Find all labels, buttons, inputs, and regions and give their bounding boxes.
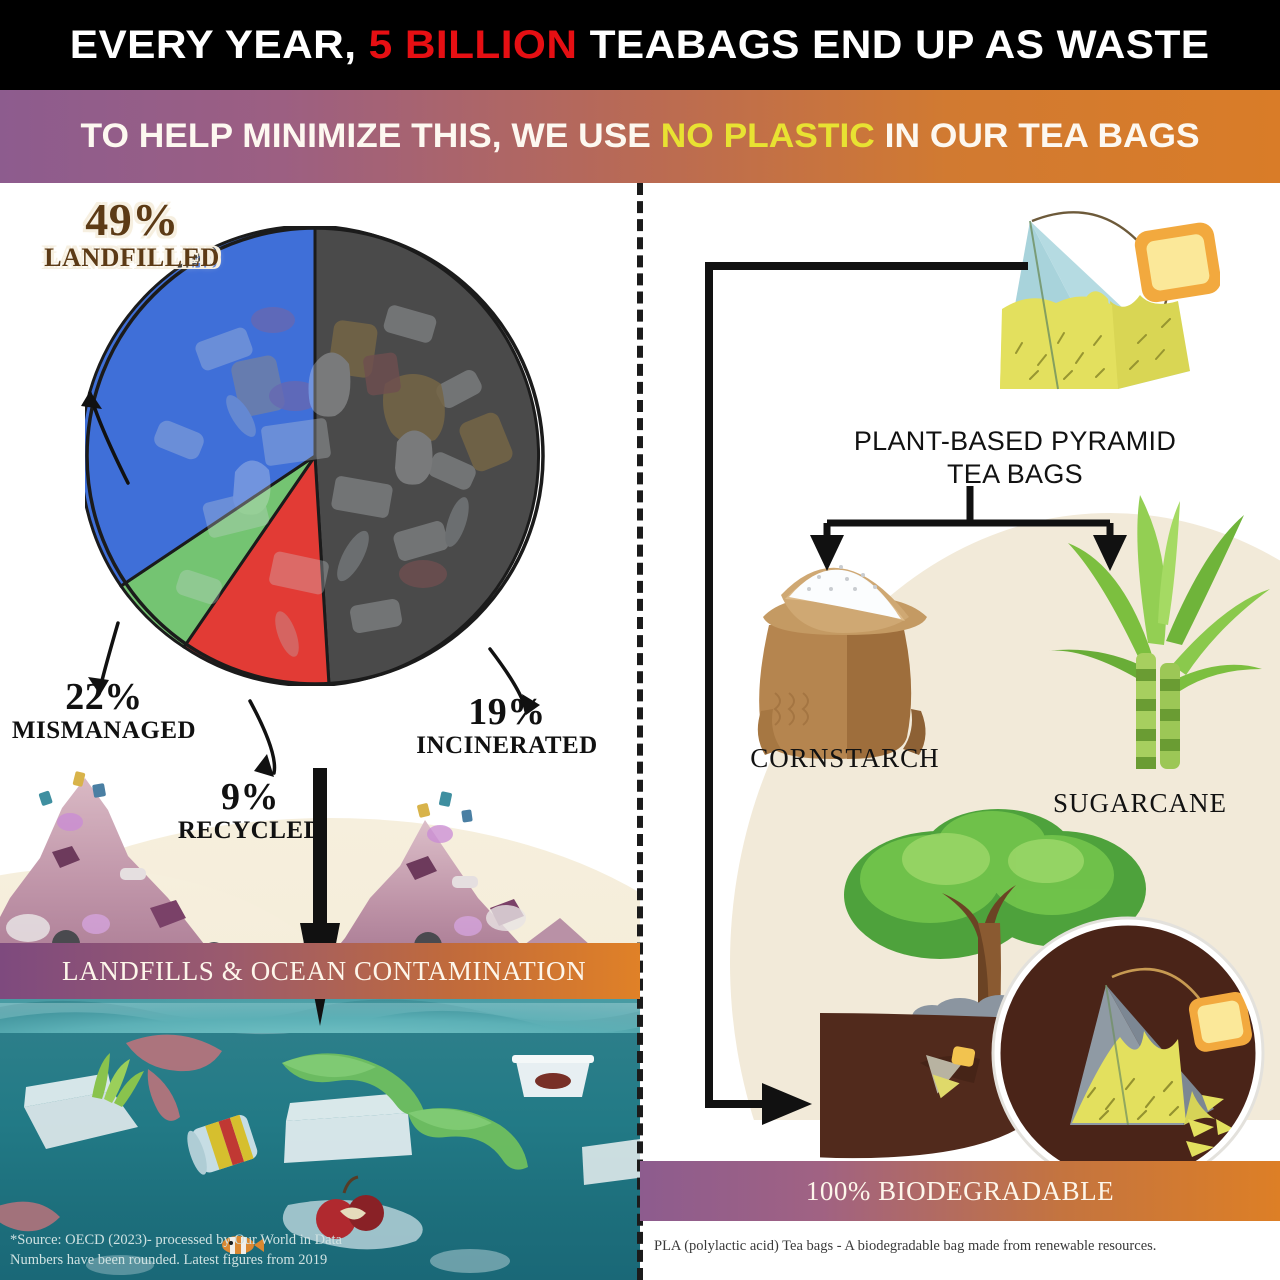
headline-post: TEABAGS END UP AS WASTE xyxy=(577,22,1210,67)
subheadline-accent: NO PLASTIC xyxy=(660,117,875,155)
right-panel-solution: PLANT-BASED PYRAMID TEA BAGS xyxy=(640,183,1280,1280)
teabag-caption-line-1: PLANT-BASED PYRAMID xyxy=(853,426,1177,456)
teabag-caption: PLANT-BASED PYRAMID TEA BAGS xyxy=(820,425,1210,491)
source-note-line-1: *Source: OECD (2023)- processed by Our W… xyxy=(10,1232,342,1248)
pie-slice-mismanaged xyxy=(85,226,317,589)
pie-label-recycled: 9% RECYCLED xyxy=(150,778,350,843)
headline-accent: 5 BILLION xyxy=(368,22,578,67)
pie-label-incinerated-name: INCINERATED xyxy=(416,732,598,759)
biodegradable-banner-label: 100% BIODEGRADABLE xyxy=(805,1175,1115,1206)
ocean-illustration xyxy=(0,993,640,1280)
pie-label-recycled-name: RECYCLED xyxy=(177,817,323,844)
subheadline-post: IN OUR TEA BAGS xyxy=(874,117,1200,155)
sugarcane-plant-icon xyxy=(1046,495,1270,769)
pie-label-landfilled: 49% LANDFILLED xyxy=(22,197,242,271)
pie-label-incinerated-value: 19% xyxy=(468,691,546,733)
pie-svg xyxy=(85,226,545,686)
flow-arrowhead-to-pot xyxy=(762,1083,812,1125)
plastic-waste-pie-chart xyxy=(85,226,545,686)
left-panel-waste: LANDFILLS & OCEAN CONTAMINATION xyxy=(0,183,640,1280)
sugarcane-label: SUGARCANE xyxy=(1052,788,1228,818)
headline-pre: EVERY YEAR, xyxy=(70,22,369,67)
panel-divider xyxy=(637,183,643,1280)
landfills-ocean-banner: LANDFILLS & OCEAN CONTAMINATION xyxy=(0,943,640,999)
subheadline-pre: TO HELP MINIMIZE THIS, WE USE xyxy=(80,117,661,155)
pie-label-landfilled-value: 49% xyxy=(85,194,179,245)
sack-of-cornstarch-icon xyxy=(757,565,927,759)
headline-band: EVERY YEAR, 5 BILLION TEABAGS END UP AS … xyxy=(0,0,1280,90)
pie-label-mismanaged: 22% MISMANAGED xyxy=(0,678,214,743)
pla-note: PLA (polylactic acid) Tea bags - A biode… xyxy=(654,1238,1157,1254)
pie-label-mismanaged-value: 22% xyxy=(65,676,143,718)
pie-label-recycled-value: 9% xyxy=(221,776,279,818)
biodegradable-banner: 100% BIODEGRADABLE xyxy=(640,1161,1280,1221)
pie-label-landfilled-name: LANDFILLED xyxy=(44,243,220,272)
pyramid-teabag-icon xyxy=(1000,211,1220,390)
page-subtitle: TO HELP MINIMIZE THIS, WE USE NO PLASTIC… xyxy=(80,117,1199,156)
pie-label-incinerated: 19% INCINERATED xyxy=(392,693,622,758)
source-note: *Source: OECD (2023)- processed by Our W… xyxy=(10,1231,440,1270)
cornstarch-label: CORNSTARCH xyxy=(750,743,940,773)
landfills-ocean-banner-label: LANDFILLS & OCEAN CONTAMINATION xyxy=(62,955,587,986)
page-title: EVERY YEAR, 5 BILLION TEABAGS END UP AS … xyxy=(70,23,1210,68)
decomposing-teabag-zoom-icon xyxy=(991,916,1265,1190)
source-note-line-2: Numbers have been rounded. Latest figure… xyxy=(10,1251,328,1268)
ocean-surface xyxy=(0,993,640,1033)
pie-label-mismanaged-name: MISMANAGED xyxy=(11,717,197,744)
subheadline-band: TO HELP MINIMIZE THIS, WE USE NO PLASTIC… xyxy=(0,90,1280,183)
